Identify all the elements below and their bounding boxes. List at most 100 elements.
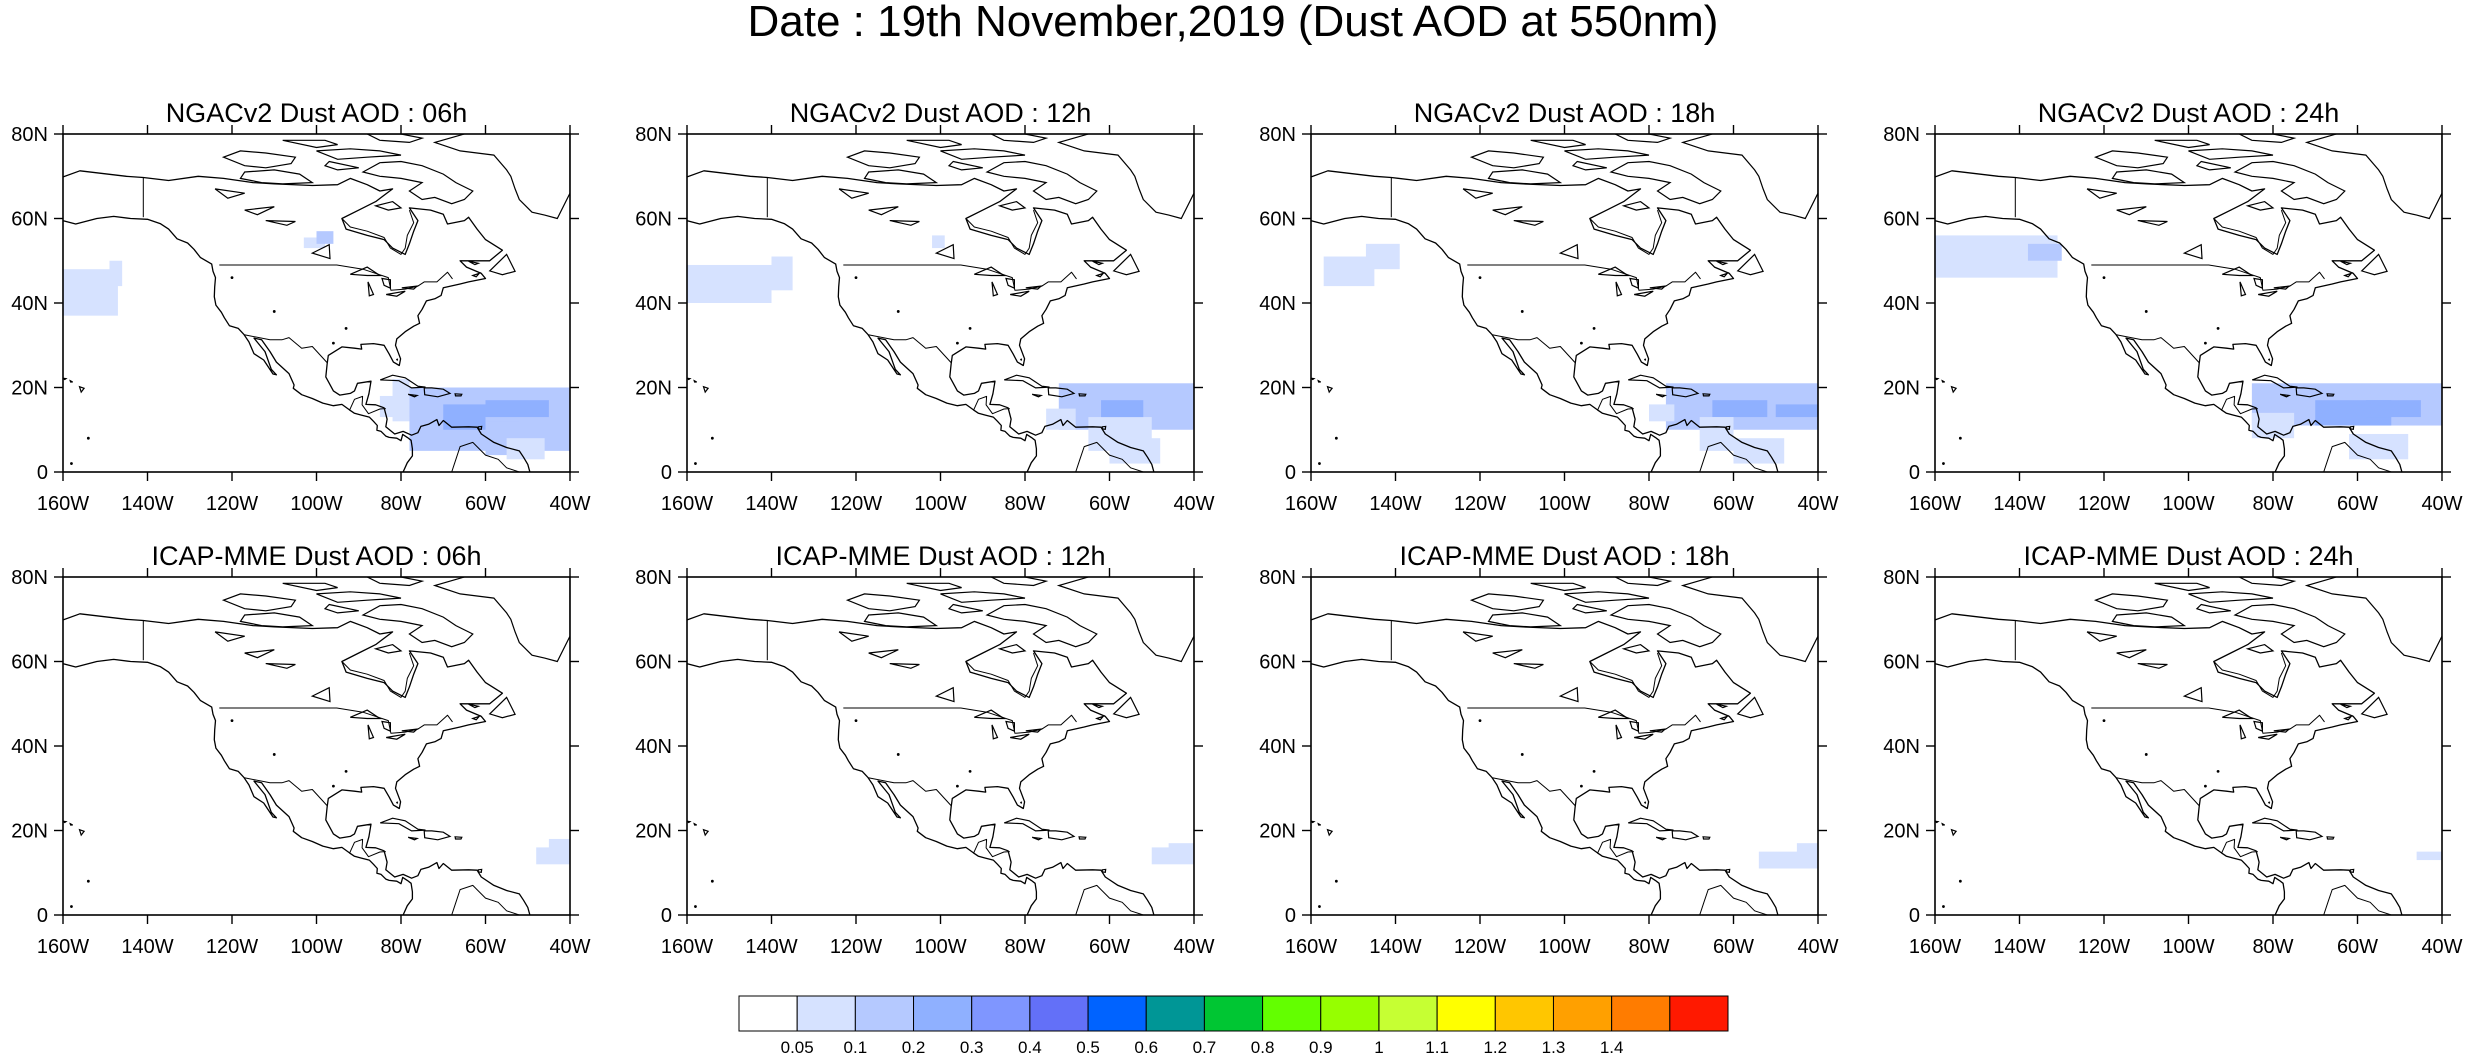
land-outline	[2340, 703, 2353, 709]
land-outline	[845, 150, 921, 169]
land-outline	[2086, 188, 2117, 199]
land-outline	[2304, 134, 2442, 220]
lat-tick-label: 40N	[11, 736, 48, 758]
island-dot	[968, 326, 972, 330]
land-outline	[2111, 612, 2187, 628]
lon-tick-label: 40W	[549, 493, 590, 515]
colorbar-label: 0.5	[1076, 1038, 1100, 1056]
map-content	[1311, 577, 1818, 915]
island-dot	[896, 310, 900, 313]
land-outline	[407, 393, 420, 398]
land-outline	[1025, 285, 1043, 290]
land-outline	[471, 272, 482, 278]
island-dot	[70, 905, 73, 908]
colorbar-label: 0.6	[1134, 1038, 1158, 1056]
colorbar-swatch	[1145, 995, 1205, 1032]
lon-tick-label: 40W	[2421, 493, 2462, 515]
land-outline	[2349, 425, 2355, 430]
colorbar-label: 1	[1374, 1038, 1383, 1056]
map-content	[1311, 134, 1818, 472]
lon-tick-label: 160W	[1909, 936, 1961, 958]
land-outline	[1609, 603, 1722, 648]
dust-aod-area	[1775, 404, 1818, 418]
lon-tick-label: 60W	[1089, 493, 1130, 515]
colorbar-label: 1.2	[1483, 1038, 1507, 1056]
land-outline	[1564, 591, 1650, 603]
land-outline	[1010, 290, 1030, 297]
coastline	[1935, 170, 2403, 472]
map-panel: 80N 60N 40N 20N 0 160W 140W 120W 100W 80W 60W 40W NG…	[11, 98, 590, 515]
lon-tick-label: 120W	[2078, 936, 2130, 958]
coastline	[687, 170, 1155, 472]
land-outline	[1598, 709, 1630, 720]
island-dot	[968, 769, 972, 773]
figure-title: Date : 19th November,2019 (Dust AOD at 5…	[747, 0, 1719, 46]
map-panel: 80N 60N 40N 20N 0 160W 140W 120W 100W 80W 60W 40W NG…	[635, 98, 1214, 515]
map-content	[1935, 134, 2442, 472]
island-dot	[854, 276, 858, 280]
colorbar-swatch	[738, 995, 798, 1032]
country-border	[1492, 777, 1576, 806]
lat-tick-label: 80N	[1259, 567, 1296, 589]
lon-tick-label: 60W	[2337, 493, 2378, 515]
land-outline	[1311, 377, 1316, 381]
island-dot	[1942, 905, 1945, 908]
land-outline	[2295, 830, 2324, 841]
land-outline	[1941, 379, 1945, 383]
land-outline	[323, 160, 359, 171]
colorbar-swatch	[1029, 995, 1089, 1032]
map-panel: 80N 60N 40N 20N 0 160W 140W 120W 100W 80W 60W 40W IC…	[1883, 541, 2462, 958]
country-border	[868, 334, 952, 363]
land-outline	[934, 686, 955, 703]
coastline	[1699, 441, 1768, 472]
land-outline	[2233, 160, 2346, 205]
land-outline	[1095, 715, 1106, 721]
colorbar-swatch	[1552, 995, 1613, 1032]
colorbar-swatch	[1494, 995, 1554, 1032]
land-outline	[1719, 272, 1730, 278]
land-outline	[244, 649, 275, 659]
lon-tick-label: 100W	[914, 936, 966, 958]
lon-tick-label: 80W	[380, 493, 421, 515]
lat-tick-label: 40N	[1883, 293, 1920, 315]
dust-aod-area	[2027, 243, 2062, 261]
land-outline	[906, 582, 962, 592]
land-outline	[889, 663, 920, 669]
land-outline	[1056, 577, 1194, 663]
land-outline	[1571, 603, 1607, 614]
land-outline	[2295, 387, 2324, 398]
coastline	[341, 209, 415, 255]
map-frame	[62, 576, 571, 916]
lon-tick-label: 160W	[1285, 936, 1337, 958]
lat-tick-label: 80N	[11, 567, 48, 589]
land-outline	[2233, 603, 2346, 648]
coastline	[687, 658, 1038, 915]
lon-tick-label: 40W	[2421, 936, 2462, 958]
land-outline	[1326, 828, 1334, 837]
land-outline	[2279, 393, 2292, 398]
land-outline	[488, 696, 516, 719]
land-outline	[316, 148, 402, 160]
dust-aod-area	[771, 256, 793, 291]
land-outline	[1629, 277, 1640, 290]
colorbar-swatch	[1262, 995, 1322, 1032]
land-outline	[2349, 868, 2355, 873]
land-outline	[1462, 188, 1493, 199]
land-outline	[1092, 260, 1105, 266]
island-dot	[1334, 436, 1338, 440]
land-outline	[1655, 836, 1668, 841]
dust-aod-area	[1796, 843, 1818, 856]
land-outline	[940, 148, 1026, 160]
land-outline	[2222, 266, 2254, 277]
land-outline	[214, 631, 245, 642]
land-outline	[2273, 285, 2291, 290]
lat-tick-label: 80N	[1883, 124, 1920, 146]
lon-tick-label: 60W	[1089, 936, 1130, 958]
lat-tick-label: 20N	[1259, 821, 1296, 843]
country-border	[1597, 395, 1634, 415]
colorbar-swatch	[913, 995, 973, 1032]
land-outline	[889, 220, 920, 226]
land-outline	[974, 709, 1006, 720]
coastline	[965, 652, 1039, 698]
land-outline	[2304, 577, 2442, 663]
